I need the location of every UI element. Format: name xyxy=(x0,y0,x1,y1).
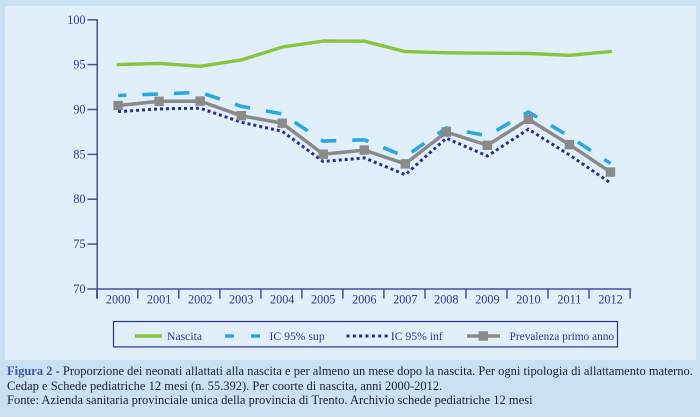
svg-text:2012: 2012 xyxy=(598,293,622,307)
svg-text:2007: 2007 xyxy=(393,293,417,307)
svg-text:2008: 2008 xyxy=(434,293,458,307)
svg-text:Nascita: Nascita xyxy=(167,330,203,343)
svg-text:2001: 2001 xyxy=(147,293,171,307)
svg-text:2003: 2003 xyxy=(229,293,253,307)
svg-text:85: 85 xyxy=(73,147,85,161)
svg-text:75: 75 xyxy=(73,237,85,251)
svg-text:2000: 2000 xyxy=(106,293,130,307)
svg-text:90: 90 xyxy=(73,103,85,117)
svg-text:Prevalenza primo anno: Prevalenza primo anno xyxy=(510,330,615,343)
svg-text:2005: 2005 xyxy=(311,293,335,307)
svg-text:IC 95% sup: IC 95% sup xyxy=(270,330,325,343)
svg-text:2006: 2006 xyxy=(352,293,376,307)
svg-text:100: 100 xyxy=(67,13,85,27)
svg-text:70: 70 xyxy=(73,282,85,296)
svg-text:2002: 2002 xyxy=(188,293,212,307)
svg-text:2010: 2010 xyxy=(516,293,540,307)
svg-text:2011: 2011 xyxy=(557,293,581,307)
svg-text:95: 95 xyxy=(73,58,85,72)
svg-text:2004: 2004 xyxy=(270,293,294,307)
svg-text:IC 95% inf: IC 95% inf xyxy=(391,330,443,343)
svg-text:2009: 2009 xyxy=(475,293,499,307)
svg-text:80: 80 xyxy=(73,192,85,206)
